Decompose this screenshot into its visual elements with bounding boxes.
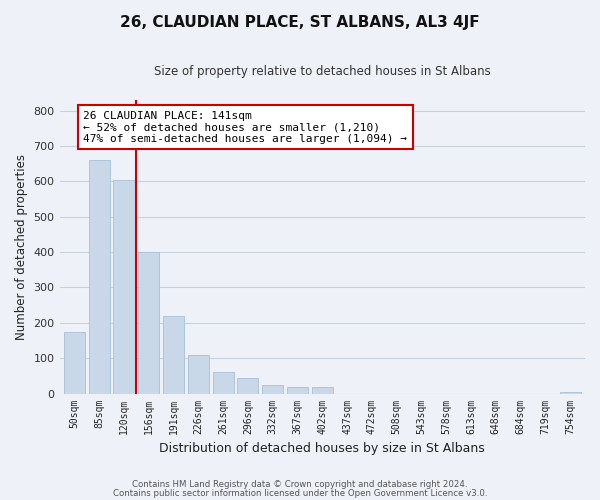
Text: 26, CLAUDIAN PLACE, ST ALBANS, AL3 4JF: 26, CLAUDIAN PLACE, ST ALBANS, AL3 4JF — [120, 15, 480, 30]
Bar — [163, 316, 184, 394]
Bar — [89, 160, 110, 394]
Title: Size of property relative to detached houses in St Albans: Size of property relative to detached ho… — [154, 65, 491, 78]
Bar — [113, 180, 134, 394]
Bar — [287, 387, 308, 394]
Bar — [212, 372, 233, 394]
X-axis label: Distribution of detached houses by size in St Albans: Distribution of detached houses by size … — [160, 442, 485, 455]
Bar — [312, 387, 333, 394]
Text: Contains public sector information licensed under the Open Government Licence v3: Contains public sector information licen… — [113, 488, 487, 498]
Bar — [188, 354, 209, 394]
Bar — [64, 332, 85, 394]
Bar — [560, 392, 581, 394]
Text: 26 CLAUDIAN PLACE: 141sqm
← 52% of detached houses are smaller (1,210)
47% of se: 26 CLAUDIAN PLACE: 141sqm ← 52% of detac… — [83, 110, 407, 144]
Bar — [138, 252, 160, 394]
Bar — [238, 378, 259, 394]
Text: Contains HM Land Registry data © Crown copyright and database right 2024.: Contains HM Land Registry data © Crown c… — [132, 480, 468, 489]
Bar — [262, 384, 283, 394]
Y-axis label: Number of detached properties: Number of detached properties — [15, 154, 28, 340]
